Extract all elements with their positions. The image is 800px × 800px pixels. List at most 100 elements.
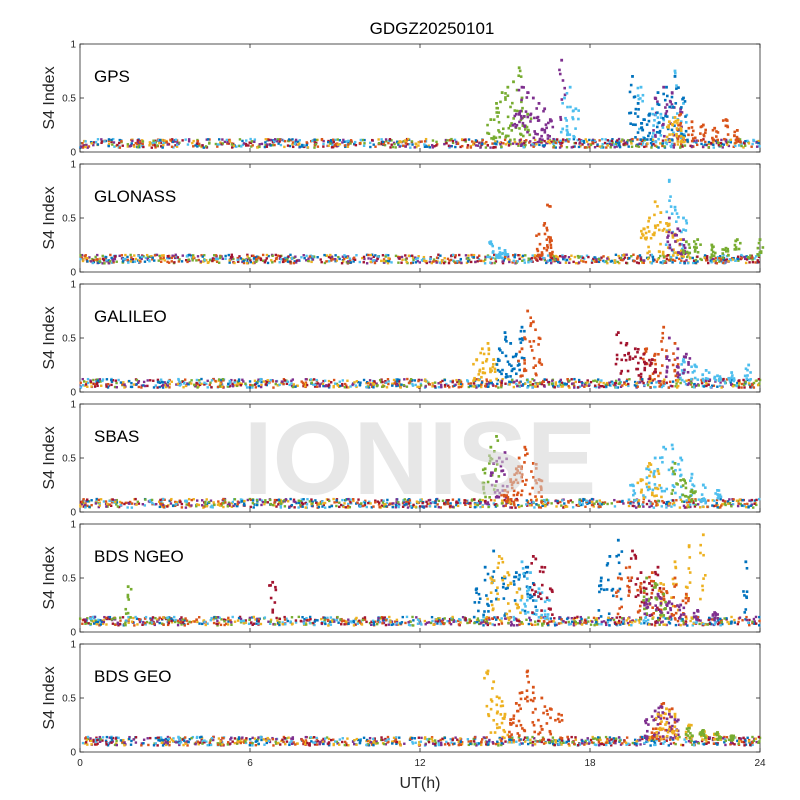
noise-point	[283, 505, 287, 508]
noise-point	[629, 500, 633, 504]
data-point	[538, 358, 541, 361]
noise-point	[95, 497, 98, 501]
noise-point	[428, 498, 432, 502]
noise-point	[552, 142, 555, 145]
data-point	[676, 118, 680, 122]
noise-point	[131, 260, 135, 264]
data-point	[504, 96, 507, 99]
noise-point	[610, 143, 613, 147]
noise-point	[242, 142, 246, 145]
noise-point	[149, 617, 152, 620]
noise-point	[162, 143, 165, 147]
noise-point	[535, 503, 538, 506]
noise-point	[459, 257, 463, 261]
noise-point	[97, 498, 101, 502]
noise-point	[655, 381, 658, 384]
noise-point	[244, 142, 248, 146]
noise-point	[638, 505, 642, 508]
noise-point	[155, 253, 159, 257]
noise-point	[295, 501, 298, 505]
noise-point	[618, 500, 621, 503]
data-point	[700, 493, 704, 496]
noise-point	[536, 259, 539, 262]
data-point	[676, 347, 680, 351]
data-point	[676, 363, 680, 366]
noise-point	[127, 260, 130, 263]
data-point	[487, 352, 491, 356]
noise-point	[329, 141, 333, 144]
noise-point	[729, 383, 733, 386]
noise-point	[81, 142, 84, 145]
noise-point	[472, 256, 476, 259]
data-point	[522, 86, 525, 89]
noise-point	[681, 145, 684, 148]
noise-point	[552, 384, 555, 388]
noise-point	[625, 253, 628, 256]
data-point	[701, 483, 705, 487]
data-point	[648, 487, 651, 491]
noise-point	[492, 146, 495, 149]
noise-point	[672, 143, 675, 147]
noise-point	[718, 256, 721, 260]
noise-point	[608, 142, 612, 146]
noise-point	[354, 623, 357, 626]
noise-point	[281, 260, 285, 264]
data-point	[648, 364, 652, 367]
noise-point	[428, 260, 431, 264]
data-point	[690, 139, 694, 143]
noise-point	[253, 379, 257, 383]
noise-point	[490, 381, 493, 384]
noise-point	[192, 620, 195, 623]
noise-point	[114, 255, 117, 258]
noise-point	[515, 379, 518, 382]
data-point	[520, 489, 524, 493]
data-point	[571, 117, 575, 121]
noise-point	[737, 502, 740, 505]
noise-point	[567, 256, 571, 259]
noise-point	[255, 499, 259, 502]
noise-point	[207, 260, 210, 264]
data-point	[634, 355, 637, 359]
data-point	[641, 357, 645, 361]
noise-point	[545, 498, 548, 501]
noise-point	[130, 506, 134, 509]
noise-point	[394, 504, 398, 507]
noise-point	[749, 504, 753, 507]
y-axis-label: S4 Index	[41, 186, 58, 249]
noise-point	[171, 254, 174, 257]
noise-point	[510, 380, 513, 384]
noise-point	[594, 622, 597, 626]
noise-point	[665, 506, 668, 509]
noise-point	[747, 140, 750, 144]
noise-point	[517, 253, 520, 257]
noise-point	[612, 143, 616, 146]
data-point	[640, 488, 643, 492]
noise-point	[392, 378, 396, 382]
noise-point	[130, 385, 134, 389]
data-point	[653, 475, 656, 479]
data-point	[645, 485, 649, 489]
noise-point	[332, 385, 335, 389]
noise-point	[675, 256, 678, 259]
noise-point	[286, 500, 290, 503]
data-point	[518, 350, 522, 354]
data-point	[501, 127, 505, 131]
noise-point	[416, 385, 419, 389]
noise-point	[345, 140, 348, 143]
noise-point	[297, 506, 300, 509]
noise-point	[150, 498, 154, 502]
data-point	[684, 495, 688, 498]
noise-point	[373, 380, 376, 383]
noise-point	[98, 504, 101, 507]
noise-point	[126, 258, 129, 262]
noise-point	[443, 378, 447, 382]
data-point	[719, 495, 723, 499]
noise-point	[649, 261, 652, 264]
data-point	[496, 106, 500, 110]
noise-point	[517, 144, 520, 147]
noise-point	[190, 255, 194, 259]
noise-point	[369, 253, 372, 257]
noise-point	[349, 385, 352, 388]
data-point	[495, 111, 499, 114]
data-point	[674, 102, 678, 105]
